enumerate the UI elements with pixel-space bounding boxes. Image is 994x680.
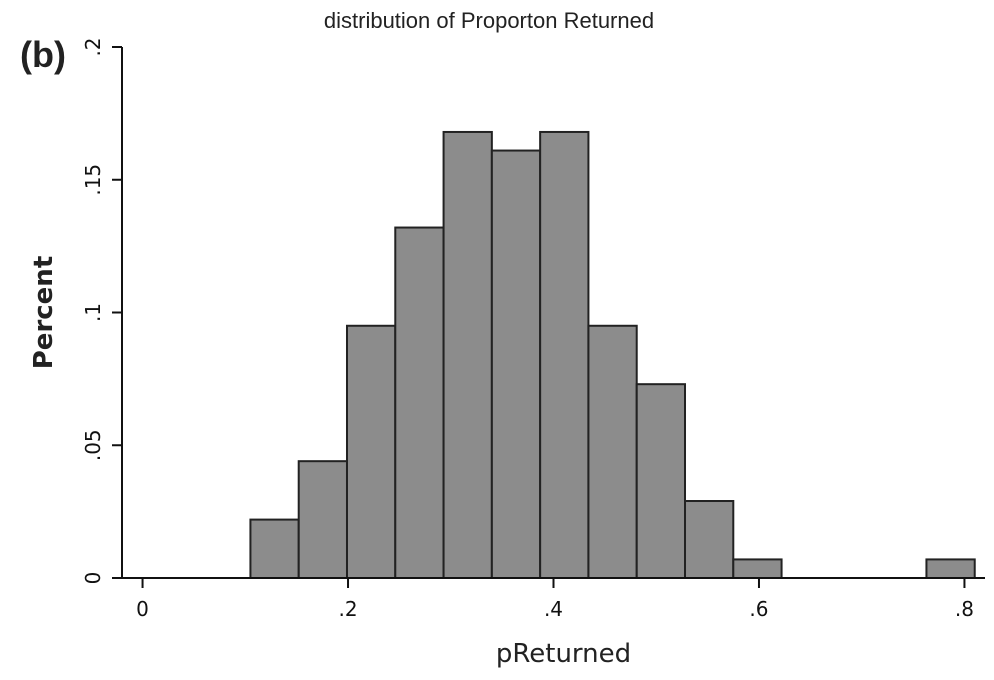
chart-title: distribution of Proporton Returned	[323, 8, 655, 33]
x-tick-label-4: .8	[955, 597, 974, 621]
histogram-bar-8	[587, 324, 638, 579]
x-axis-title: pReturned	[496, 639, 631, 669]
histogram-bar-12	[925, 558, 976, 579]
histogram-bar-5	[442, 130, 493, 580]
x-tick-label-1: .2	[338, 597, 357, 621]
y-tick-label-4: .2	[81, 37, 105, 56]
x-tick-label-0: 0	[136, 597, 149, 621]
axes-group: 0 .2 .4 .6 .8 0 .05 .1 .15 .2	[81, 37, 985, 621]
y-axis-title: Percent	[29, 256, 59, 370]
x-tick-label-3: .6	[749, 597, 768, 621]
y-tick-label-0: 0	[81, 572, 105, 585]
histogram-bar-7	[539, 130, 590, 580]
histogram-bar-10	[684, 500, 735, 580]
histogram-bar-4	[394, 226, 445, 579]
y-tick-label-2: .1	[81, 303, 105, 322]
y-tick-label-3: .15	[81, 164, 105, 196]
histogram-bar-1	[249, 518, 300, 580]
x-tick-label-2: .4	[544, 597, 563, 621]
histogram-bar-11	[732, 558, 783, 579]
histogram-bar-9	[635, 383, 687, 579]
histogram-bar-6	[490, 149, 542, 579]
y-tick-label-1: .05	[81, 429, 105, 461]
histogram-bar-2	[297, 460, 348, 579]
bars-group	[249, 130, 976, 580]
panel-label: (b)	[20, 34, 66, 75]
histogram-bar-3	[345, 324, 397, 579]
